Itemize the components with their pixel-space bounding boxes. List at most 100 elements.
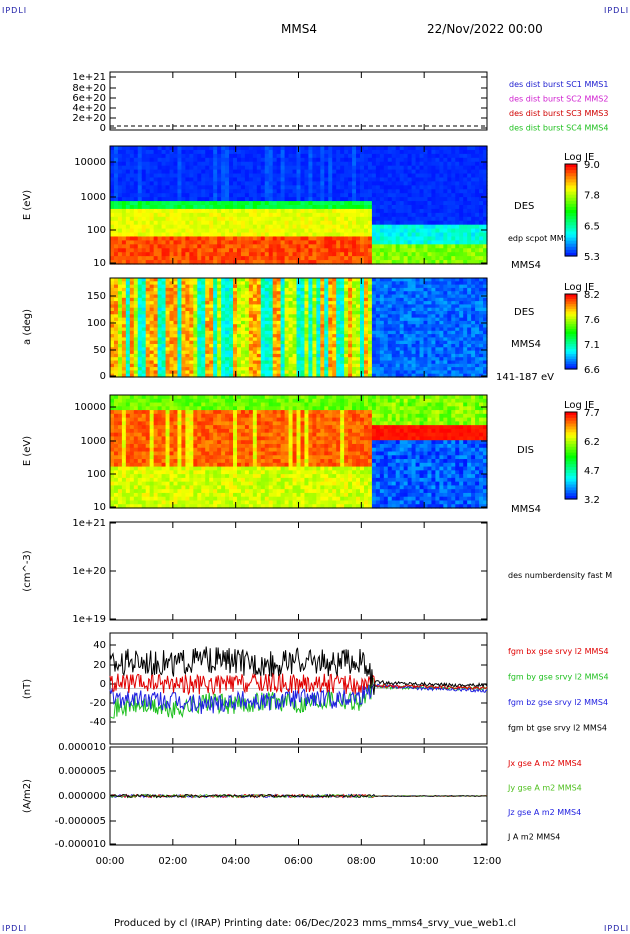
heatmap-cell (213, 193, 218, 198)
heatmap-cell (288, 146, 294, 151)
heatmap-cell (217, 208, 222, 214)
heatmap-cell (113, 201, 119, 206)
heatmap-cell (145, 208, 151, 214)
heatmap-cell (276, 278, 282, 282)
heatmap-cell (300, 304, 306, 309)
heatmap-cell (197, 367, 202, 371)
heatmap-cell (125, 216, 131, 222)
heatmap-cell (181, 350, 186, 355)
heatmap-cell (129, 173, 135, 179)
heatmap-cell (403, 228, 409, 234)
heatmap-cell (189, 224, 194, 230)
heatmap-cell (177, 281, 183, 286)
heatmap-cell (129, 353, 135, 358)
heatmap-cell (129, 149, 135, 155)
heatmap-cell (280, 367, 286, 371)
heatmap-cell (363, 320, 369, 325)
heatmap-cell (296, 201, 302, 206)
heatmap-cell (280, 220, 286, 226)
heatmap-cell (431, 232, 437, 238)
heatmap-cell (375, 181, 381, 186)
heatmap-cell (197, 149, 202, 155)
heatmap-cell (229, 173, 234, 179)
heatmap-cell (352, 370, 357, 375)
heatmap-cell (233, 284, 238, 289)
heatmap-cell (157, 278, 163, 282)
heatmap-cell (360, 367, 365, 371)
heatmap-cell (217, 236, 222, 241)
heatmap-cell (252, 232, 258, 238)
heatmap-cell (360, 149, 365, 155)
heatmap-cell (233, 240, 238, 245)
heatmap-cell (288, 201, 294, 206)
heatmap-cell (145, 297, 151, 302)
heatmap-cell (264, 165, 270, 171)
heatmap-cell (304, 244, 310, 249)
heatmap-cell (121, 205, 127, 210)
heatmap-cell (336, 197, 341, 202)
heatmap-cell (268, 337, 274, 342)
heatmap-cell (463, 177, 468, 182)
heatmap-cell (233, 344, 238, 348)
heatmap-cell (308, 291, 313, 296)
heatmap-cell (209, 240, 214, 245)
heatmap-cell (363, 350, 369, 355)
heatmap-cell (292, 327, 298, 332)
heatmap-cell (213, 334, 218, 338)
heatmap-cell (209, 340, 214, 345)
heatmap-cell (264, 284, 270, 289)
heatmap-cell (248, 177, 254, 182)
heatmap-cell (153, 287, 159, 292)
heatmap-cell (213, 291, 218, 296)
heatmap-cell (407, 236, 413, 241)
heatmap-cell (264, 294, 270, 299)
heatmap-cell (236, 357, 242, 362)
heatmap-cell (320, 208, 325, 214)
heatmap-cell (360, 260, 365, 265)
heatmap-cell (324, 320, 329, 325)
heatmap-cell (280, 252, 286, 257)
heatmap-cell (411, 224, 417, 230)
heatmap-cell (284, 344, 290, 348)
heatmap-cell (256, 193, 262, 198)
heatmap-cell (233, 330, 238, 335)
heatmap-cell (110, 149, 115, 155)
heatmap-cell (375, 201, 381, 206)
heatmap-cell (129, 165, 135, 171)
heatmap-cell (451, 146, 456, 151)
heatmap-cell (463, 232, 468, 238)
heatmap-cell (292, 353, 298, 358)
heatmap-cell (415, 193, 421, 198)
heatmap-cell (371, 153, 377, 159)
heatmap-cell (197, 327, 202, 332)
heatmap-cell (129, 367, 135, 371)
heatmap-cell (161, 201, 167, 206)
heatmap-cell (268, 340, 274, 345)
heatmap-cell (379, 297, 385, 302)
heatmap-cell (213, 197, 218, 202)
heatmap-cell (137, 256, 143, 261)
heatmap-cell (157, 287, 163, 292)
heatmap-cell (117, 224, 123, 230)
heatmap-cell (284, 205, 290, 210)
heatmap-cell (411, 236, 417, 241)
heatmap-cell (332, 173, 337, 179)
heatmap-cell (137, 373, 143, 378)
heatmap-cell (288, 291, 294, 296)
heatmap-cell (229, 244, 234, 249)
heatmap-cell (236, 337, 242, 342)
heatmap-cell (149, 320, 155, 325)
heatmap-cell (340, 284, 345, 289)
heatmap-cell (320, 169, 325, 175)
heatmap-cell (383, 373, 389, 378)
heatmap-cell (205, 216, 210, 222)
heatmap-cell (360, 350, 365, 355)
heatmap-cell (110, 220, 115, 226)
heatmap-cell (320, 324, 325, 329)
heatmap-cell (308, 256, 313, 261)
heatmap-cell (121, 363, 127, 368)
heatmap-cell (308, 307, 313, 312)
heatmap-cell (407, 252, 413, 257)
heatmap-cell (229, 240, 234, 245)
heatmap-cell (316, 220, 321, 226)
